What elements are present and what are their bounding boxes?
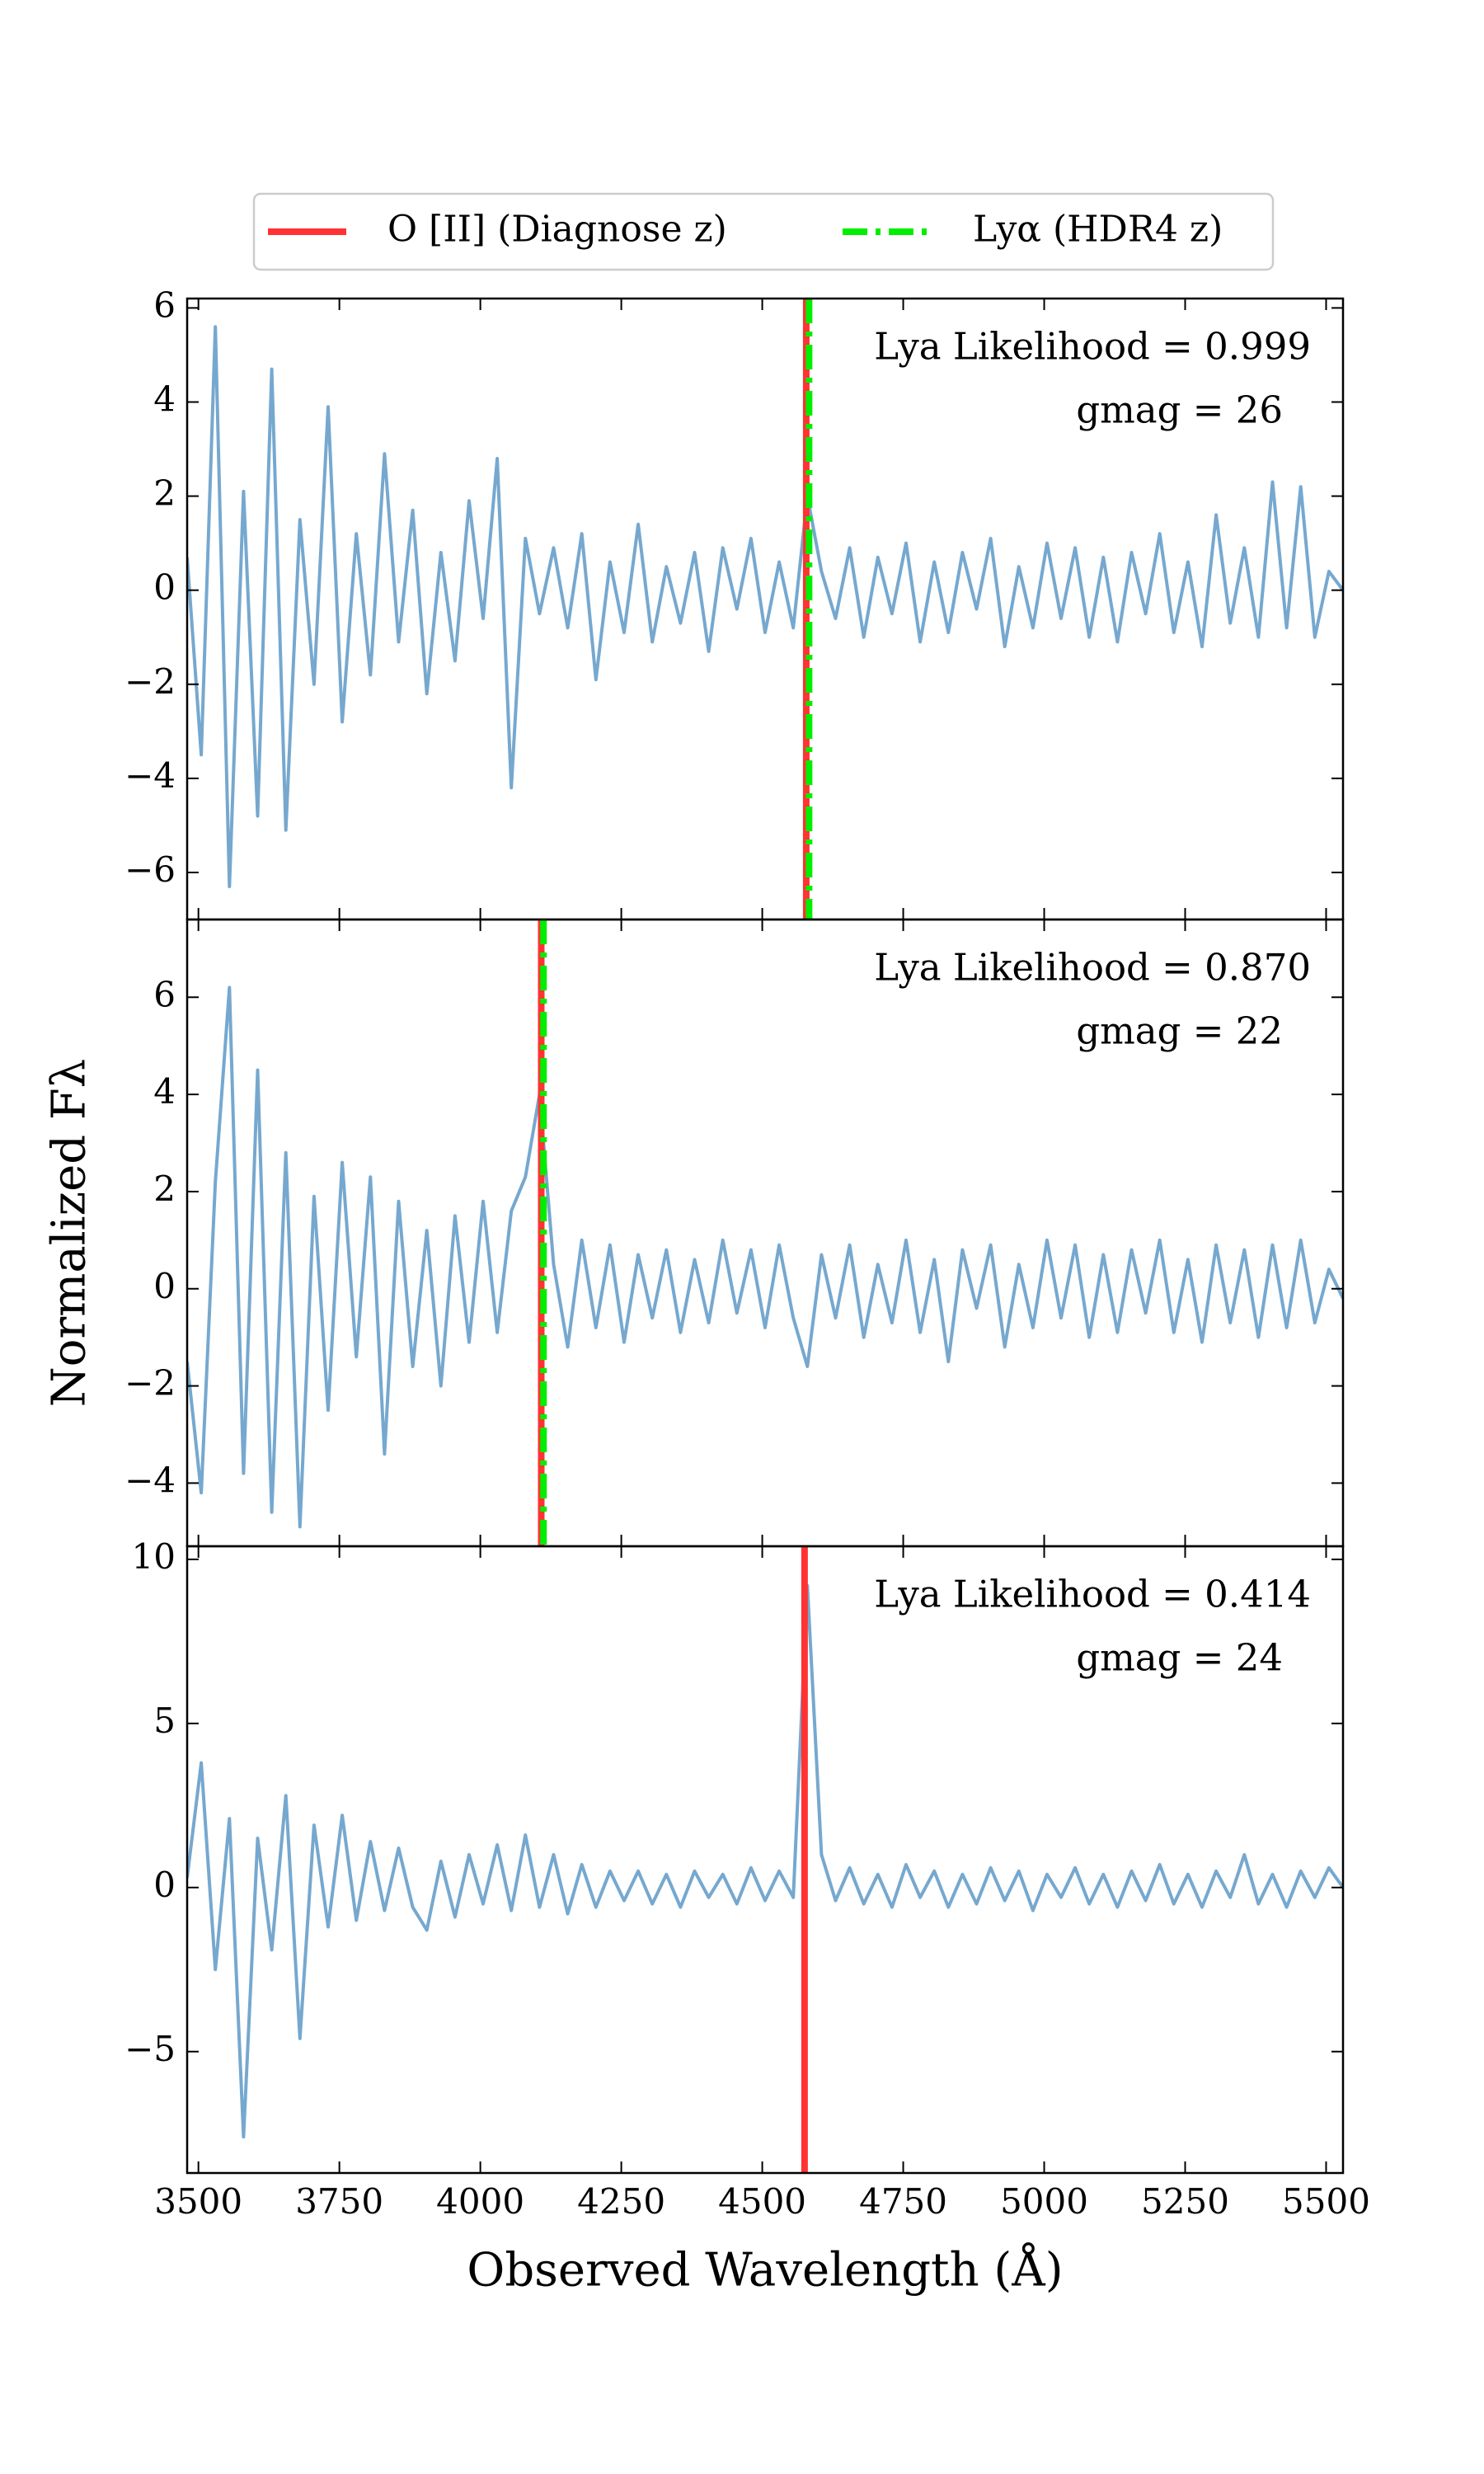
y-tick-label: −4 [124, 1460, 176, 1500]
x-tick-label: 5000 [1000, 2181, 1088, 2222]
x-tick-label: 3750 [295, 2181, 383, 2222]
y-tick-label: 5 [153, 1700, 176, 1741]
x-tick-label: 4750 [859, 2181, 947, 2222]
legend-label: Lyα (HDR4 z) [973, 209, 1223, 251]
y-tick-label: 6 [153, 285, 176, 325]
x-axis-label: Observed Wavelength (Å) [467, 2242, 1063, 2298]
y-tick-label: 0 [153, 1266, 176, 1306]
x-tick-label: 5250 [1141, 2181, 1229, 2222]
y-tick-label: 0 [153, 567, 176, 608]
y-tick-label: 6 [153, 974, 176, 1014]
y-tick-label: −2 [124, 661, 176, 702]
x-tick-label: 4250 [577, 2181, 665, 2222]
annotation: gmag = 24 [1076, 1636, 1283, 1680]
y-tick-label: 2 [153, 473, 176, 514]
x-tick-label: 3500 [154, 2181, 242, 2222]
x-tick-label: 5500 [1282, 2181, 1370, 2222]
legend-box [252, 192, 1275, 271]
annotation: gmag = 22 [1076, 1009, 1283, 1053]
legend-label: O [II] (Diagnose z) [387, 209, 727, 251]
annotation: Lya Likelihood = 0.414 [874, 1573, 1311, 1616]
annotation: Lya Likelihood = 0.999 [874, 325, 1311, 369]
y-tick-label: 10 [132, 1536, 176, 1577]
y-axis-label: Normalized Fλ [43, 1059, 96, 1407]
x-tick-label: 4000 [436, 2181, 524, 2222]
y-tick-label: 4 [153, 1071, 176, 1112]
y-tick-label: −5 [124, 2029, 176, 2069]
y-tick-label: 2 [153, 1169, 176, 1209]
y-tick-label: −6 [124, 849, 176, 890]
x-tick-label: 4500 [718, 2181, 806, 2222]
spectrum-line [187, 985, 1343, 1529]
y-tick-label: −4 [124, 755, 176, 796]
spectrum-line [187, 1583, 1343, 2139]
y-tick-label: −2 [124, 1363, 176, 1404]
spectrum-line [187, 325, 1343, 889]
y-tick-label: 0 [153, 1865, 176, 1905]
axes-frame [186, 1545, 1345, 2175]
y-tick-label: 4 [153, 379, 176, 420]
annotation: gmag = 26 [1076, 388, 1283, 432]
annotation: Lya Likelihood = 0.870 [874, 946, 1311, 990]
